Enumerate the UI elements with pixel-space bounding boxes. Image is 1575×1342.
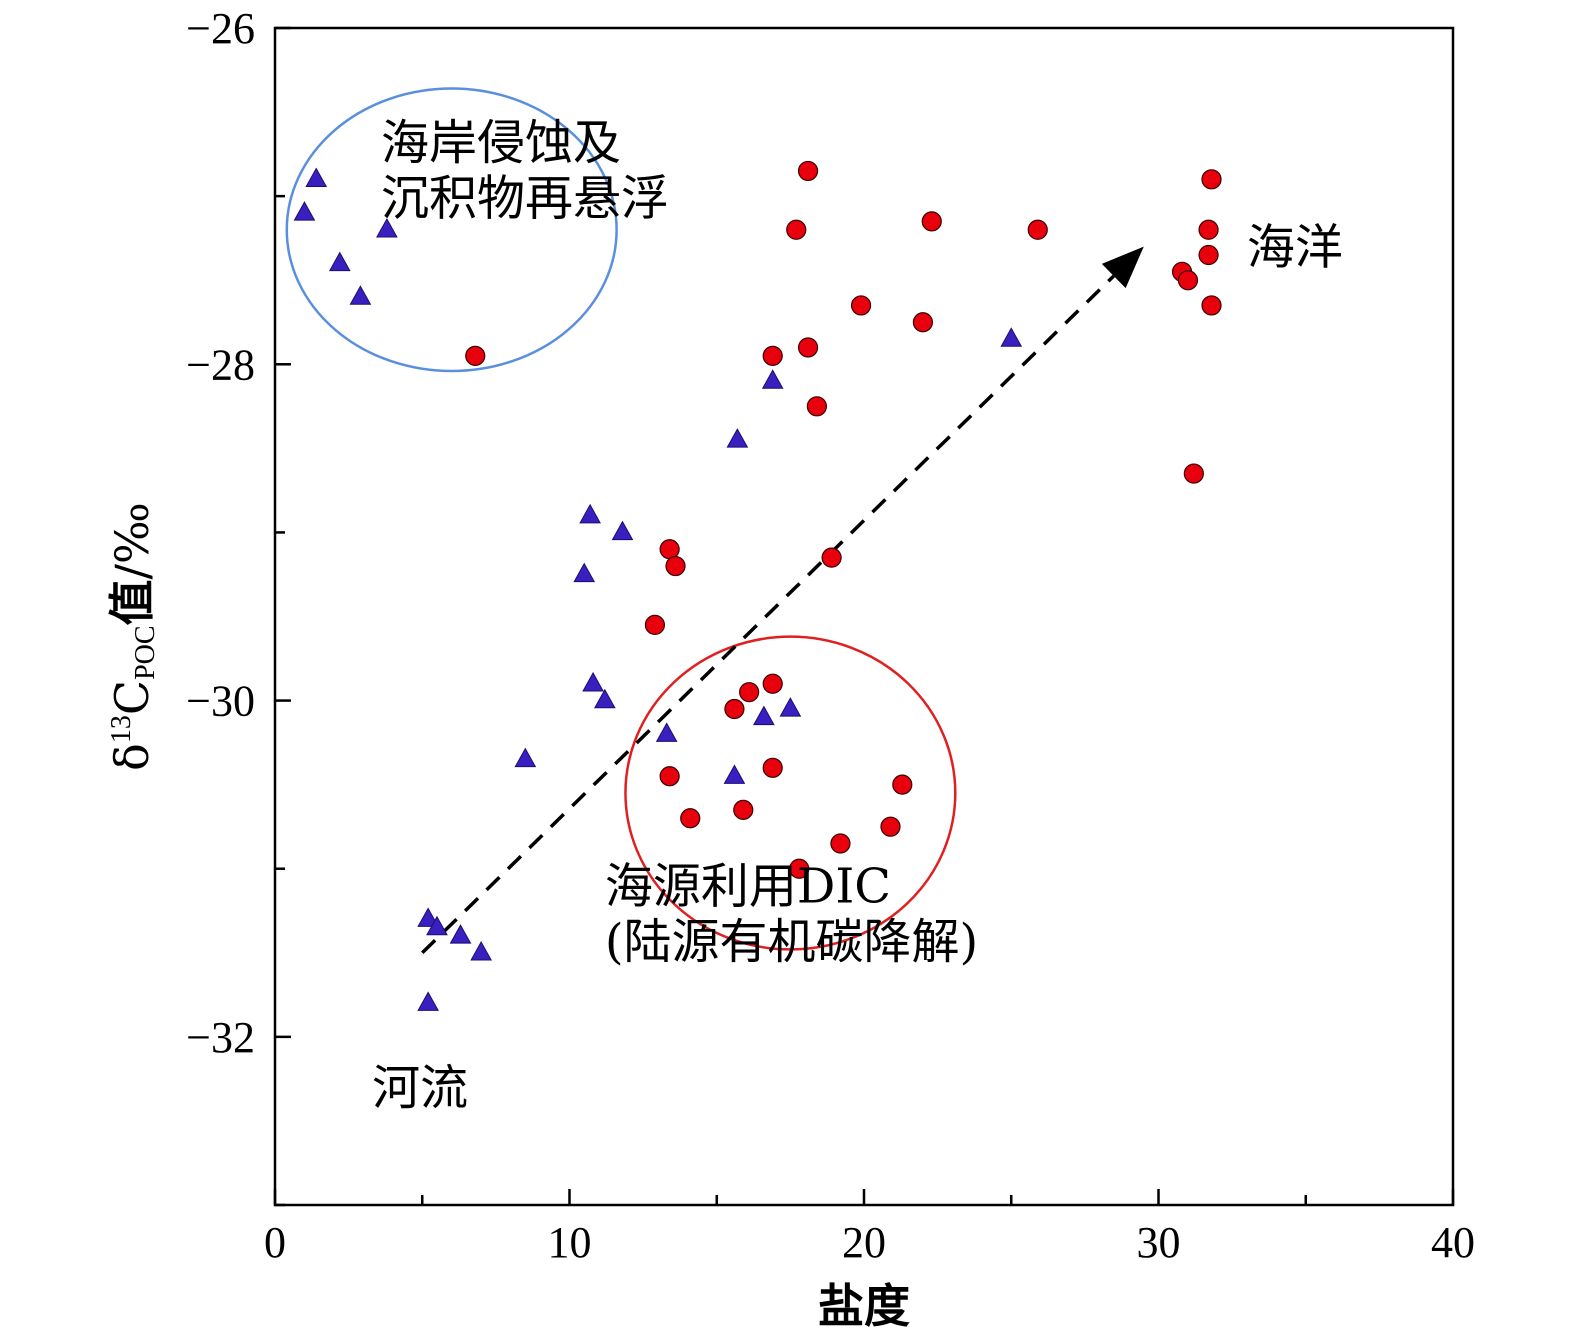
circle-point — [1183, 463, 1204, 484]
annotation-text: 海岸侵蚀及 — [381, 115, 621, 171]
circle-point — [659, 766, 680, 787]
circle-point — [724, 698, 745, 720]
triangle-point — [417, 991, 439, 1011]
triangle-point — [514, 747, 537, 768]
triangle-point — [1000, 327, 1023, 347]
trend-arrow — [421, 246, 1144, 955]
x-tick-label: 20 — [842, 1218, 886, 1267]
y-axis-unit: /‰ — [105, 502, 159, 579]
triangle-point — [753, 705, 775, 726]
annotation-text: (陆源有机碳降解) — [605, 914, 978, 970]
circle-point — [912, 312, 934, 333]
triangle-point — [655, 722, 678, 742]
circle-point — [1177, 270, 1199, 291]
triangle-point — [779, 697, 802, 717]
triangle-point — [723, 764, 746, 784]
circle-point — [786, 219, 807, 240]
triangle-point — [726, 428, 749, 448]
circle-point — [665, 555, 686, 577]
triangle-point — [579, 503, 601, 524]
circle-point — [762, 345, 783, 366]
triangle-point — [426, 915, 448, 936]
cluster-ellipse — [624, 635, 957, 951]
circle-point — [830, 833, 851, 854]
y-tick-label: −32 — [186, 1013, 255, 1062]
circle-point — [659, 539, 680, 560]
circle-point — [797, 337, 819, 358]
axis-ticks: 0 10 20 30 40 −26 −28 −30 −32 — [186, 4, 1475, 1267]
circle-point — [821, 547, 842, 568]
circle-point — [1027, 219, 1048, 240]
x-axis-title: 盐度 — [818, 1279, 910, 1333]
trend-arrow-line — [421, 274, 1115, 955]
y-axis-title: δ13CPOC值/‰ — [105, 502, 161, 771]
y-axis-prefix: δ — [105, 743, 159, 771]
circle-point — [850, 295, 872, 316]
annotation-text: 海洋 — [1247, 219, 1343, 275]
triangle-point — [611, 520, 634, 541]
circle-point — [789, 858, 810, 879]
data-points — [293, 160, 1222, 1011]
annotation-text: 海源利用DIC — [605, 858, 891, 914]
circle-point — [733, 799, 754, 820]
triangle-point — [449, 924, 472, 944]
triangle-point — [573, 562, 596, 583]
triangle-point — [305, 167, 328, 188]
circle-point — [739, 682, 760, 703]
circle-point — [1201, 169, 1222, 190]
annotation-text: 沉积物再悬浮 — [381, 171, 669, 227]
annotation-text: 河流 — [372, 1060, 468, 1116]
y-tick-label: −26 — [186, 4, 255, 53]
y-axis-superscript: 13 — [106, 715, 137, 743]
triangle-point — [582, 671, 604, 692]
cluster-ellipse — [285, 87, 618, 373]
triangle-point — [417, 907, 439, 927]
circle-point — [762, 757, 783, 778]
triangle-point — [593, 688, 616, 709]
circle-point — [1198, 219, 1219, 240]
cluster-ellipses — [285, 87, 957, 951]
circle-point — [892, 774, 913, 795]
y-axis-subscript: POC — [130, 625, 161, 679]
triangle-point — [376, 217, 398, 238]
circle-point — [806, 396, 827, 417]
circle-point — [1201, 295, 1222, 316]
circle-point — [644, 614, 666, 636]
x-tick-label: 10 — [548, 1218, 592, 1267]
circle-point — [921, 211, 942, 232]
circle-point — [465, 345, 486, 366]
y-axis-symbol: C — [105, 680, 159, 715]
circle-point — [1198, 244, 1219, 266]
trend-arrow-head — [1101, 246, 1144, 289]
triangle-point — [349, 285, 372, 305]
triangle-point — [470, 940, 492, 961]
circle-point — [797, 160, 819, 182]
circle-point — [680, 808, 701, 829]
triangle-point — [328, 251, 351, 272]
circle-point — [880, 816, 901, 837]
x-tick-label: 40 — [1431, 1218, 1475, 1267]
y-tick-label: −30 — [186, 677, 255, 726]
x-tick-label: 0 — [264, 1218, 286, 1267]
triangle-point — [761, 369, 784, 389]
triangle-point — [293, 201, 316, 221]
y-tick-label: −28 — [186, 340, 255, 389]
circle-point — [762, 673, 783, 694]
x-tick-label: 30 — [1137, 1218, 1181, 1267]
y-axis-suffix: 值 — [105, 579, 159, 625]
